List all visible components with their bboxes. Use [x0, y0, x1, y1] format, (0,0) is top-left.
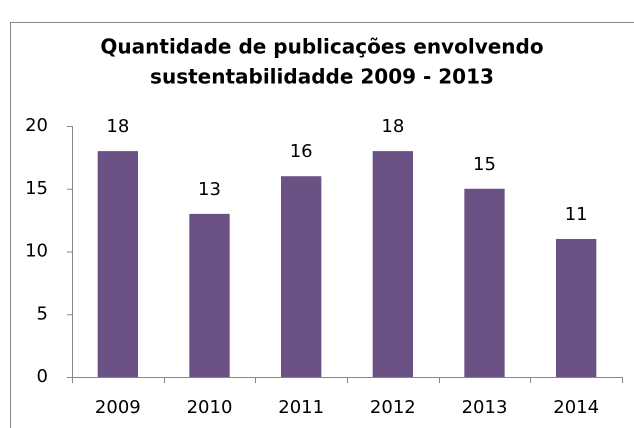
y-tick-label: 20	[25, 115, 48, 136]
bar	[189, 213, 230, 377]
bar	[372, 151, 413, 377]
x-tick-label: 2014	[553, 397, 599, 418]
y-tick-label: 10	[25, 241, 48, 262]
x-tick-label: 2009	[95, 397, 141, 418]
x-tick-label: 2011	[278, 397, 324, 418]
data-label: 18	[381, 116, 404, 137]
data-label: 16	[290, 141, 313, 162]
data-label: 11	[565, 204, 588, 225]
bar	[556, 238, 597, 377]
data-label: 18	[106, 116, 129, 137]
x-tick-label: 2012	[370, 397, 416, 418]
chart-title: sustentabilidadde 2009 - 2013	[150, 65, 494, 89]
y-tick-label: 15	[25, 178, 48, 199]
y-tick-label: 5	[37, 303, 48, 324]
data-label: 13	[198, 179, 221, 200]
bar	[464, 188, 505, 377]
bar	[281, 176, 322, 377]
x-tick-label: 2010	[187, 397, 233, 418]
y-tick-label: 0	[37, 366, 48, 387]
x-tick-label: 2013	[462, 397, 508, 418]
bar	[97, 151, 138, 377]
data-label: 15	[473, 154, 496, 175]
chart-title: Quantidade de publicações envolvendo	[100, 35, 543, 59]
